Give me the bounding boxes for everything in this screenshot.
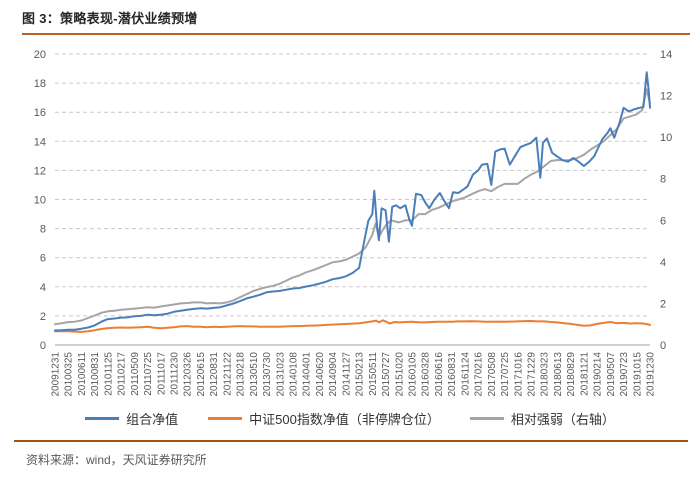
x-tick-label: 20180323 bbox=[540, 352, 551, 397]
legend-item-relative-strength: 相对强弱（右轴） bbox=[469, 409, 615, 428]
x-tick-label: 20170216 bbox=[474, 352, 485, 397]
x-tick-label: 20191015 bbox=[632, 352, 643, 397]
x-tick-label: 20150511 bbox=[368, 352, 379, 396]
y-left-tick-label: 16 bbox=[34, 107, 46, 119]
x-tick-label: 20140401 bbox=[302, 352, 313, 397]
x-tick-label: 20120615 bbox=[196, 352, 207, 397]
series-line-relative-strength bbox=[54, 88, 651, 326]
x-tick-label: 20100611 bbox=[77, 352, 88, 396]
x-tick-label: 20111017 bbox=[156, 352, 167, 395]
y-left-tick-label: 8 bbox=[40, 224, 46, 236]
x-tick-label: 20170725 bbox=[500, 352, 511, 397]
x-tick-label: 20160616 bbox=[434, 352, 445, 397]
y-right-tick-label: 14 bbox=[660, 49, 672, 61]
x-tick-label: 20111230 bbox=[170, 352, 181, 395]
x-tick-label: 20160328 bbox=[421, 352, 432, 397]
x-tick-label: 20190214 bbox=[593, 352, 604, 397]
y-left-tick-label: 20 bbox=[34, 49, 46, 61]
legend-label-portfolio: 组合净值 bbox=[126, 412, 179, 427]
figure-title: 图 3：策略表现-潜伏业绩预增 bbox=[22, 11, 198, 26]
x-tick-label: 20181121 bbox=[579, 352, 590, 396]
portfolio-line-swatch bbox=[85, 417, 120, 420]
y-right-tick-label: 0 bbox=[660, 340, 666, 352]
x-tick-label: 20131023 bbox=[275, 352, 286, 397]
x-tick-label: 20191230 bbox=[646, 352, 657, 397]
x-tick-label: 20160831 bbox=[447, 352, 458, 397]
x-tick-label: 20140108 bbox=[289, 352, 300, 397]
x-tick-label: 20150213 bbox=[355, 352, 366, 397]
source-note: 资料来源：wind，天风证券研究所 bbox=[26, 453, 207, 467]
csi500-line-swatch bbox=[208, 417, 243, 420]
x-tick-label: 20120831 bbox=[209, 352, 220, 397]
series-line-portfolio bbox=[54, 71, 651, 332]
y-left-tick-label: 10 bbox=[34, 195, 46, 207]
title-rule bbox=[22, 33, 690, 35]
x-tick-label: 20151020 bbox=[394, 352, 405, 397]
y-left-tick-label: 0 bbox=[40, 340, 46, 352]
x-tick-label: 20160105 bbox=[408, 352, 419, 397]
x-tick-label: 20140904 bbox=[328, 352, 339, 397]
x-tick-label: 20130510 bbox=[249, 352, 260, 397]
x-tick-label: 20110509 bbox=[130, 352, 141, 396]
y-left-tick-label: 18 bbox=[34, 78, 46, 90]
legend-label-csi500: 中证500指数净值（非停牌仓位） bbox=[249, 412, 440, 427]
y-left-tick-label: 12 bbox=[34, 165, 46, 177]
y-right-tick-label: 10 bbox=[660, 132, 672, 144]
x-tick-label: 20141127 bbox=[341, 352, 352, 396]
x-tick-label: 20100831 bbox=[90, 352, 101, 397]
x-tick-label: 20110217 bbox=[117, 352, 128, 396]
x-tick-label: 20100325 bbox=[64, 352, 75, 397]
legend-label-relative-strength: 相对强弱（右轴） bbox=[510, 412, 615, 427]
x-tick-label: 20171229 bbox=[527, 352, 538, 397]
x-tick-label: 20190507 bbox=[606, 352, 617, 397]
x-tick-label: 20110725 bbox=[143, 352, 154, 396]
legend-item-portfolio: 组合净值 bbox=[85, 409, 178, 428]
y-right-tick-label: 2 bbox=[660, 298, 666, 310]
x-tick-label: 20120326 bbox=[183, 352, 194, 397]
footer-rule bbox=[14, 440, 688, 442]
y-left-tick-label: 6 bbox=[40, 253, 46, 265]
x-tick-label: 20180829 bbox=[566, 352, 577, 397]
x-tick-label: 20101125 bbox=[103, 352, 114, 396]
y-left-tick-label: 2 bbox=[40, 311, 46, 323]
legend-item-csi500: 中证500指数净值（非停牌仓位） bbox=[208, 409, 440, 428]
x-tick-label: 20091231 bbox=[51, 352, 62, 397]
x-tick-label: 20180613 bbox=[553, 352, 564, 397]
x-tick-label: 20150727 bbox=[381, 352, 392, 397]
x-tick-label: 20170508 bbox=[487, 352, 498, 397]
x-tick-label: 20140620 bbox=[315, 352, 326, 397]
x-tick-label: 20121122 bbox=[222, 352, 233, 396]
y-left-tick-label: 4 bbox=[40, 282, 46, 294]
y-right-tick-label: 8 bbox=[660, 174, 666, 186]
x-tick-label: 20130218 bbox=[236, 352, 247, 397]
y-right-tick-label: 4 bbox=[660, 257, 666, 269]
y-right-tick-label: 12 bbox=[660, 91, 672, 103]
y-left-tick-label: 14 bbox=[34, 136, 46, 148]
x-tick-label: 20161124 bbox=[460, 352, 471, 396]
series-line-csi500 bbox=[54, 319, 651, 333]
chart-legend: 组合净值 中证500指数净值（非停牌仓位） 相对强弱（右轴） bbox=[0, 409, 700, 428]
x-tick-label: 20171016 bbox=[513, 352, 524, 397]
relative-strength-line-swatch bbox=[469, 417, 504, 420]
x-tick-label: 20190723 bbox=[619, 352, 630, 397]
x-tick-label: 20130730 bbox=[262, 352, 273, 397]
y-right-tick-label: 6 bbox=[660, 215, 666, 227]
